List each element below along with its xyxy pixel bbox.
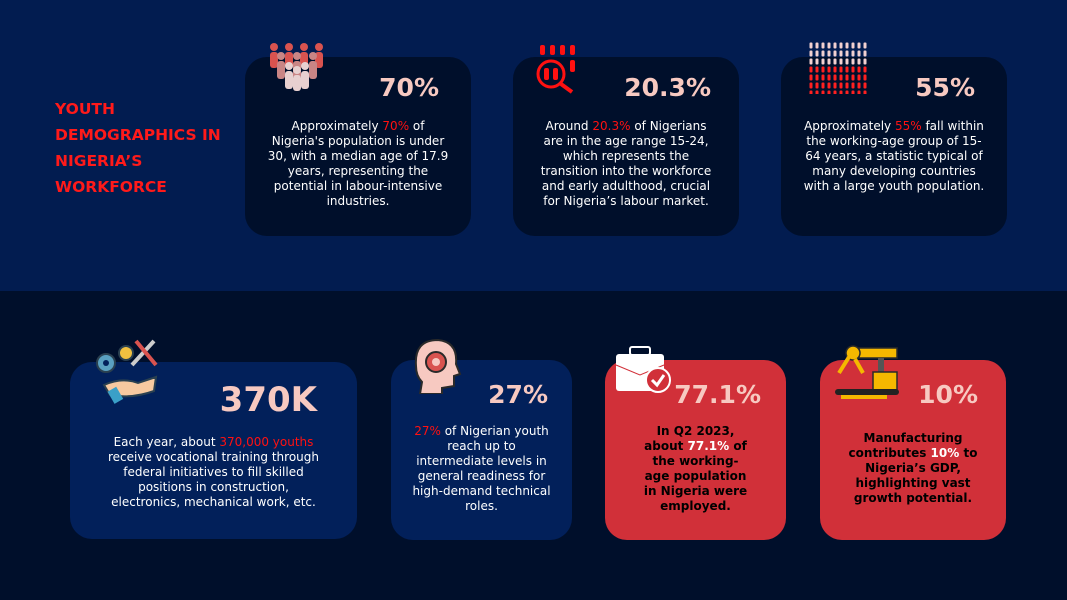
stat-card-20-3: 20.3% Around 20.3% of Nigerians are in t… <box>513 57 739 236</box>
stat-description: Each year, about 370,000 youths receive … <box>108 435 320 509</box>
stat-description: Approximately 55% fall within the workin… <box>803 119 985 193</box>
stat-value: 27% <box>488 380 548 409</box>
crowd-icon <box>270 43 323 91</box>
briefcase-check-icon <box>615 346 671 393</box>
stat-description: Approximately 70% of Nigeria's populatio… <box>267 119 449 208</box>
stat-description: Manufacturing contributes 10% to Nigeria… <box>848 431 978 505</box>
stat-value: 55% <box>915 73 975 102</box>
stat-card-70: 70% Approximately 70% of Nigeria's popul… <box>245 57 471 236</box>
hand-tools-gears-icon <box>96 339 158 404</box>
people-search-icon <box>536 45 575 94</box>
stat-value: 77.1% <box>674 380 761 409</box>
population-grid-icon <box>808 42 868 94</box>
stat-description: Around 20.3% of Nigerians are in the age… <box>540 119 712 208</box>
stat-value: 370K <box>219 380 317 420</box>
stat-description: In Q2 2023, about 77.1% of the working-a… <box>643 424 748 513</box>
stat-card-77-1: 77.1% In Q2 2023, about 77.1% of the wor… <box>605 360 786 540</box>
robotic-arm-icon <box>835 345 899 399</box>
head-gear-icon <box>414 338 462 394</box>
stat-description: 27% of Nigerian youth reach up to interm… <box>412 424 551 513</box>
page-title: Youth Demographics in Nigeria’s Workforc… <box>55 100 221 196</box>
stat-value: 20.3% <box>624 73 711 102</box>
stat-value: 70% <box>379 73 439 102</box>
stat-card-55: 55% Approximately 55% fall within the wo… <box>781 57 1007 236</box>
stat-value: 10% <box>918 380 978 409</box>
stat-card-370k: 370K Each year, about 370,000 youths rec… <box>70 362 357 539</box>
